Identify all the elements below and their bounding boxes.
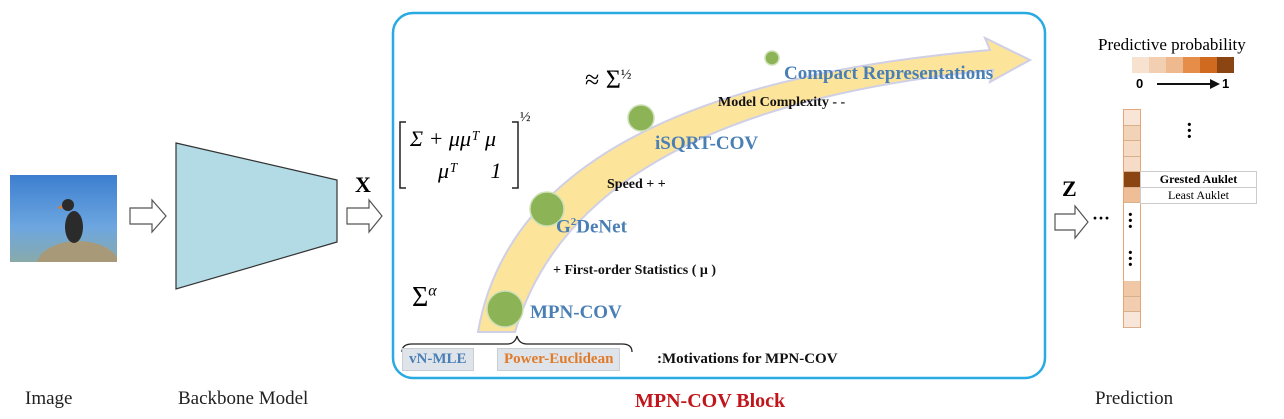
prediction-cell bbox=[1124, 281, 1140, 297]
g2denet-label: G2DeNet bbox=[556, 216, 627, 238]
legend-min: 0 bbox=[1136, 76, 1144, 91]
matrix-exponent: ½ bbox=[520, 110, 531, 125]
vertical-dots: · · · bbox=[1186, 114, 1193, 148]
matrix-row-2: μᵀ 1 bbox=[438, 158, 502, 183]
z-label: Z bbox=[1062, 176, 1077, 201]
g2denet-g: G bbox=[556, 216, 571, 238]
matrix-row-1: Σ + μμᵀ μ bbox=[410, 126, 497, 151]
power-euclidean-tag: Power-Euclidean bbox=[497, 348, 621, 371]
prediction-vector bbox=[1123, 109, 1141, 328]
legend-swatch bbox=[1200, 57, 1217, 73]
prediction-cell bbox=[1124, 141, 1140, 157]
alpha: α bbox=[428, 282, 437, 300]
prediction-cell bbox=[1124, 172, 1140, 188]
compact-representations: Compact Representations bbox=[784, 63, 994, 84]
mpn-cov-block-frame bbox=[391, 11, 1047, 380]
hollow-arrow-icon bbox=[129, 198, 1089, 240]
legend-swatch bbox=[1183, 57, 1200, 73]
node-compact bbox=[764, 50, 780, 66]
prediction-cell bbox=[1124, 187, 1140, 203]
curly-brace bbox=[401, 335, 633, 353]
backbone-trapezoid bbox=[175, 142, 338, 290]
legend-max: 1 bbox=[1222, 76, 1230, 91]
legend-color-bar bbox=[1132, 57, 1234, 73]
ellipsis: ··· bbox=[1092, 208, 1111, 228]
model-complexity: Model Complexity - - bbox=[718, 95, 846, 110]
class-label-crested-auklet: Grested Auklet bbox=[1140, 171, 1257, 188]
vn-mle-tag: vN-MLE bbox=[402, 348, 474, 371]
block-title: MPN-COV Block bbox=[635, 390, 786, 412]
backbone-label: Backbone Model bbox=[178, 388, 309, 409]
approx-sigma-half: ≈ Σ½ bbox=[585, 65, 631, 95]
legend-swatch bbox=[1166, 57, 1183, 73]
prediction-cell bbox=[1124, 312, 1140, 328]
vertical-dots: · · · bbox=[1127, 204, 1134, 238]
sigma: Σ bbox=[412, 282, 429, 313]
isqrt-cov-label: iSQRT-COV bbox=[655, 133, 759, 154]
sigma-alpha: Σα bbox=[412, 282, 437, 314]
node-isqrt-cov bbox=[627, 104, 655, 132]
motivations-label: :Motivations for MPN-COV bbox=[657, 351, 838, 367]
g2denet-sup: 2 bbox=[570, 216, 577, 228]
mpn-cov-label: MPN-COV bbox=[530, 302, 622, 323]
first-order-label: + First-order Statistics ( μ ) bbox=[553, 263, 717, 278]
speed-label: Speed + + bbox=[607, 177, 666, 192]
legend-swatch bbox=[1149, 57, 1166, 73]
matrix-brackets bbox=[399, 121, 519, 189]
x-label: X bbox=[355, 172, 371, 197]
image-label: Image bbox=[25, 388, 73, 409]
legend-title: Predictive probability bbox=[1098, 35, 1246, 54]
legend-swatch bbox=[1132, 57, 1149, 73]
prediction-cell bbox=[1124, 156, 1140, 172]
class-label-least-auklet: Least Auklet bbox=[1140, 187, 1257, 204]
prediction-cell bbox=[1124, 110, 1140, 126]
progress-arc bbox=[476, 35, 1033, 333]
approx-sigma: ≈ Σ bbox=[585, 65, 621, 94]
vertical-dots: · · · bbox=[1127, 242, 1134, 276]
prediction-cell bbox=[1124, 296, 1140, 312]
half-exponent: ½ bbox=[620, 67, 632, 83]
node-g2denet bbox=[529, 191, 565, 227]
legend-swatch bbox=[1217, 57, 1234, 73]
prediction-label: Prediction bbox=[1095, 388, 1174, 409]
prediction-cell bbox=[1124, 125, 1140, 141]
node-mpn-cov bbox=[486, 290, 524, 328]
g2denet-rest: DeNet bbox=[576, 216, 627, 238]
